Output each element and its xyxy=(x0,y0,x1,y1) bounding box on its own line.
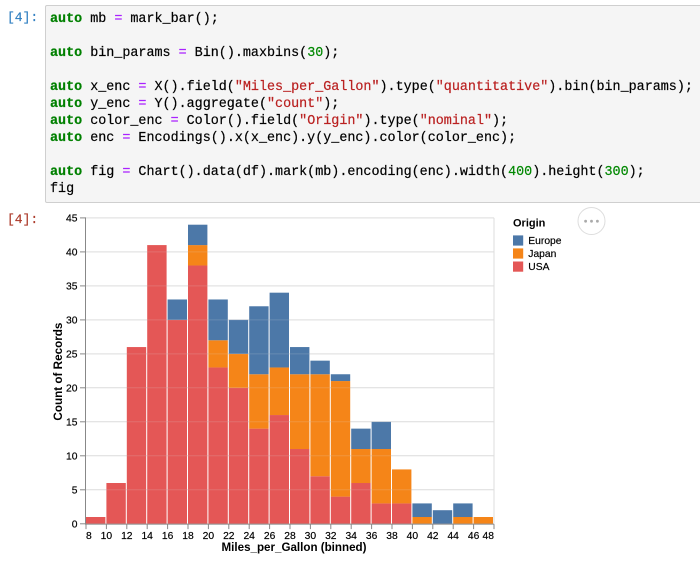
svg-text:35: 35 xyxy=(66,282,78,293)
svg-text:10: 10 xyxy=(66,451,78,462)
svg-text:12: 12 xyxy=(121,531,133,542)
svg-text:0: 0 xyxy=(72,519,78,530)
svg-text:44: 44 xyxy=(447,531,459,542)
svg-text:25: 25 xyxy=(66,350,78,361)
svg-text:Miles_per_Gallon (binned): Miles_per_Gallon (binned) xyxy=(222,541,367,554)
svg-text:20: 20 xyxy=(203,531,215,542)
svg-text:USA: USA xyxy=(528,262,549,273)
svg-text:28: 28 xyxy=(284,531,296,542)
svg-text:10: 10 xyxy=(101,531,113,542)
svg-text:Europe: Europe xyxy=(528,236,561,247)
svg-text:36: 36 xyxy=(366,531,378,542)
svg-text:45: 45 xyxy=(66,214,78,225)
svg-text:20: 20 xyxy=(66,383,78,394)
svg-text:15: 15 xyxy=(66,417,78,428)
svg-text:18: 18 xyxy=(182,531,194,542)
svg-text:Count of Records: Count of Records xyxy=(52,322,65,421)
svg-text:32: 32 xyxy=(325,531,337,542)
svg-text:16: 16 xyxy=(162,531,174,542)
svg-text:22: 22 xyxy=(223,531,235,542)
svg-text:40: 40 xyxy=(407,531,419,542)
svg-text:42: 42 xyxy=(427,531,439,542)
svg-text:48: 48 xyxy=(483,531,495,542)
svg-text:34: 34 xyxy=(345,531,357,542)
svg-text:40: 40 xyxy=(66,248,78,259)
svg-text:38: 38 xyxy=(386,531,398,542)
svg-text:5: 5 xyxy=(72,485,78,496)
svg-text:46: 46 xyxy=(468,531,480,542)
svg-text:14: 14 xyxy=(141,531,153,542)
svg-text:Japan: Japan xyxy=(528,249,556,260)
svg-text:24: 24 xyxy=(243,531,255,542)
svg-text:26: 26 xyxy=(264,531,276,542)
svg-text:Origin: Origin xyxy=(513,217,546,229)
svg-text:8: 8 xyxy=(86,531,92,542)
svg-text:30: 30 xyxy=(66,316,78,327)
svg-text:30: 30 xyxy=(305,531,317,542)
